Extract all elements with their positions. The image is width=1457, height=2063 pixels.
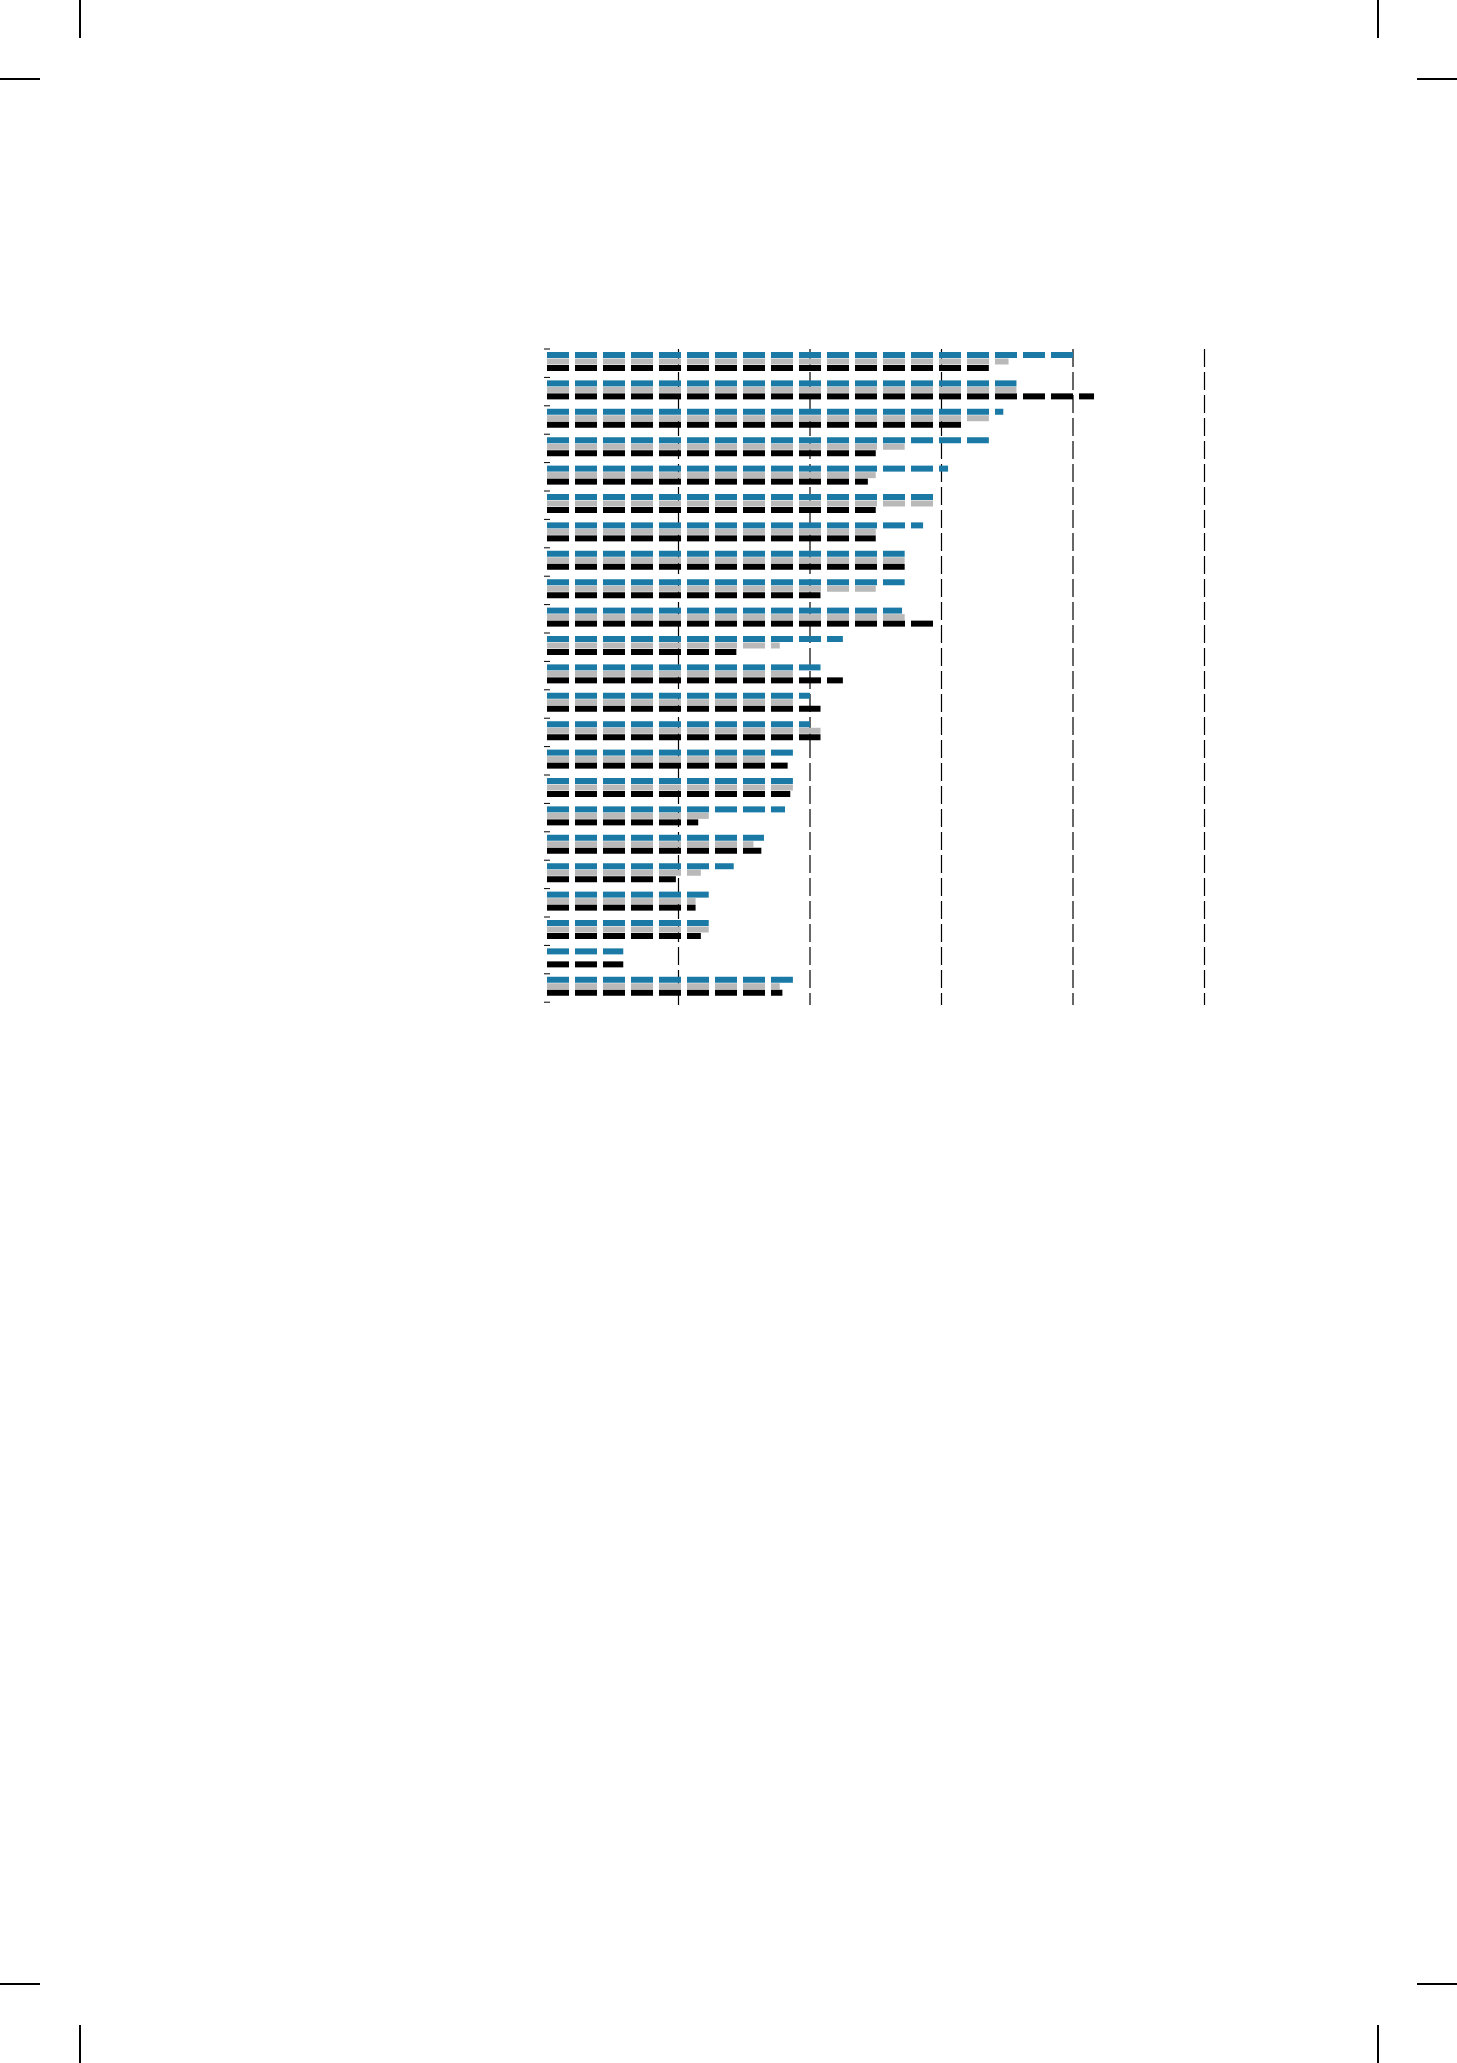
crop-mark-bottom-right-vertical bbox=[1377, 2025, 1379, 2063]
crop-mark-top-left-vertical bbox=[79, 0, 81, 38]
crop-mark-top-right-horizontal bbox=[1417, 78, 1457, 80]
crop-mark-top-left-horizontal bbox=[0, 78, 40, 80]
crop-mark-bottom-left-horizontal bbox=[0, 1983, 40, 1985]
crop-mark-bottom-left-vertical bbox=[79, 2025, 81, 2063]
crop-mark-top-right-vertical bbox=[1377, 0, 1379, 38]
crop-mark-bottom-right-horizontal bbox=[1417, 1983, 1457, 1985]
